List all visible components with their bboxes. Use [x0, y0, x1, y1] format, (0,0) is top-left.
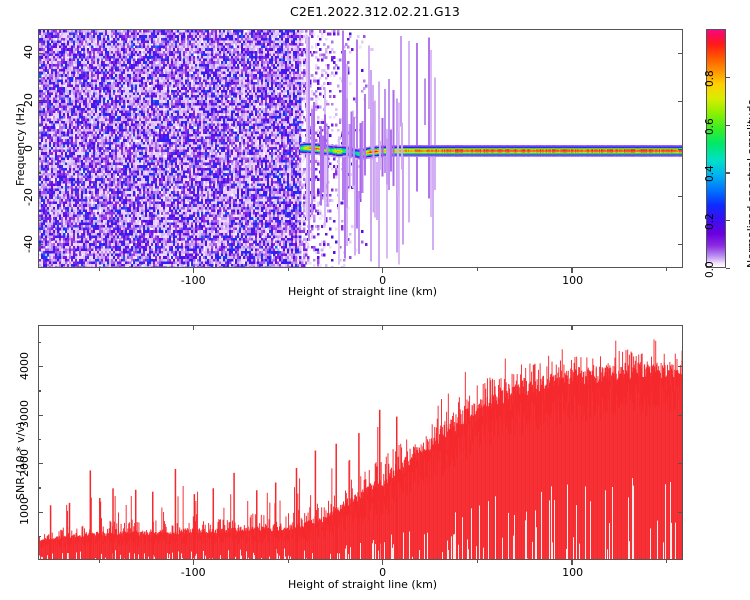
spectrogram-yticklabel: 0	[22, 144, 35, 152]
snr-ytick-minor	[38, 438, 41, 441]
snr-ytick-right	[678, 463, 683, 465]
spectrogram-ytick-minor	[38, 172, 41, 174]
spectrogram-xlabel: Height of straight line (km)	[288, 285, 438, 298]
spectrogram-xticklabel: 100	[562, 274, 584, 287]
figure-title: C2E1.2022.312.02.21.G13	[289, 4, 461, 19]
colorbar-ticklabel: 0.2	[704, 213, 716, 231]
snr-trace	[39, 339, 682, 559]
snr-ytick-right	[678, 414, 683, 416]
spectrogram-ytick-right	[678, 196, 683, 198]
snr-yticklabel: 3000	[18, 400, 31, 429]
colorbar-tick	[726, 268, 730, 270]
snr-xtick-minor	[476, 560, 478, 563]
spectrogram-yticklabel: 40	[22, 45, 35, 60]
spectrogram-ytick	[38, 100, 43, 102]
snr-ytick	[38, 414, 43, 416]
snr-xtick	[382, 560, 384, 565]
spectrogram-ytick	[38, 52, 43, 55]
snr-xtick	[193, 560, 195, 565]
snr-ytick-minor	[38, 487, 41, 489]
colorbar-ticklabel: 0.6	[704, 117, 716, 135]
snr-plot-area	[38, 325, 683, 560]
snr-yticklabel: 2000	[18, 448, 31, 477]
snr-ytick-right	[678, 511, 683, 513]
snr-xticklabel: -100	[180, 566, 206, 579]
colorbar-gradient	[706, 29, 726, 268]
snr-ytick	[38, 463, 43, 465]
snr-xtick-minor	[98, 560, 100, 563]
spectrogram-xtick-minor	[287, 268, 289, 271]
snr-ytick	[38, 366, 43, 368]
spectrogram-ytick	[38, 244, 43, 246]
spectrogram-yticklabel: -20	[22, 187, 35, 206]
spectrogram-ytick-right	[678, 100, 683, 102]
spectrogram-xticklabel: -100	[180, 274, 206, 287]
snr-ytick-minor	[38, 390, 41, 392]
spectrogram-ytick	[38, 148, 43, 150]
snr-ytick	[38, 511, 43, 513]
spectrogram-ytick-minor	[38, 124, 41, 126]
snr-ytick-minor	[38, 535, 41, 537]
spectrogram-plot-area	[38, 29, 683, 268]
snr-yticklabel: 1000	[18, 497, 31, 526]
colorbar-tick	[726, 172, 730, 174]
snr-ytick-minor	[38, 341, 41, 344]
snr-xtick	[571, 560, 573, 565]
spectrogram-xtick	[382, 268, 384, 273]
spectrogram-xtick-minor	[98, 268, 100, 271]
snr-xtick-minor	[287, 560, 289, 563]
snr-xticklabel: 100	[562, 566, 584, 579]
spectrogram-xticklabel: 0	[379, 274, 387, 287]
spectrogram-ytick-right	[678, 148, 683, 150]
snr-ytick-right	[678, 366, 683, 368]
colorbar-ticklabel: 0.4	[704, 165, 716, 183]
spectrogram-yticklabel: 20	[22, 92, 35, 107]
snr-xtick-minor	[665, 560, 668, 563]
spectrogram-ytick-right	[678, 52, 683, 55]
snr-xticklabel: 0	[379, 566, 387, 579]
spectrogram-ytick-minor	[38, 76, 41, 78]
spectrogram-ytick	[38, 196, 43, 198]
spectrogram-ytick-minor	[38, 220, 41, 222]
spectrogram-ytick-right	[678, 244, 683, 246]
snr-xtick-top	[193, 325, 195, 330]
spectrogram-xtick	[193, 268, 195, 273]
spectrogram-image	[39, 30, 682, 267]
spectrogram-xtick	[571, 268, 573, 273]
colorbar-label: Normalized spectral amplitude	[745, 98, 750, 268]
spectrogram-xtick-minor	[476, 268, 478, 271]
snr-xtick-top	[382, 325, 384, 330]
colorbar-ticklabel: 0.8	[704, 70, 716, 87]
spectrogram-xtick-minor	[665, 268, 668, 271]
snr-yticklabel: 4000	[18, 351, 31, 380]
colorbar-tick	[726, 124, 730, 126]
colorbar-tick	[726, 76, 730, 78]
spectrogram-yticklabel: -40	[22, 235, 35, 254]
snr-xlabel: Height of straight line (km)	[288, 578, 438, 591]
colorbar-tick	[726, 220, 730, 222]
colorbar-ticklabel: 0.0	[704, 261, 716, 278]
snr-xtick-top	[571, 325, 573, 330]
